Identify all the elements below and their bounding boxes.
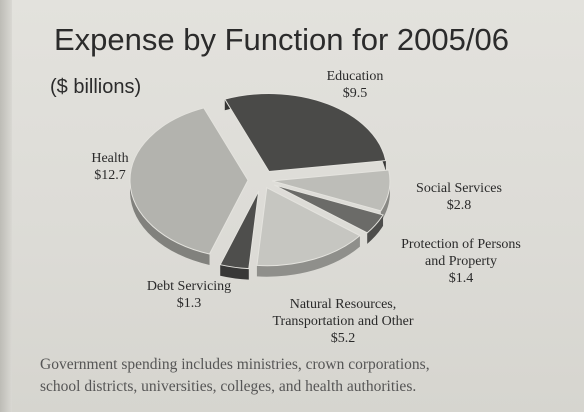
pie-slice-side-natural-resources (256, 235, 360, 277)
label-education: Education $9.5 (300, 68, 410, 102)
pie-slice-side-social-services (380, 169, 390, 222)
label-natural-resources-name-line2: Transportation and Other (272, 314, 414, 329)
label-natural-resources-value: $5.2 (330, 331, 356, 346)
pie-slice-health (129, 107, 249, 255)
label-protection-value: $1.4 (448, 271, 474, 286)
footnote-line2: school districts, universities, colleges… (40, 378, 417, 395)
pie-slice-education (224, 93, 387, 173)
label-social-services-name: Social Services (416, 181, 502, 196)
label-protection: Protection of Persons and Property $1.4 (380, 236, 542, 287)
label-social-services: Social Services $2.8 (400, 180, 518, 214)
label-natural-resources-name-line1: Natural Resources, (289, 297, 397, 312)
footnote-line1: Government spending includes ministries,… (40, 356, 430, 373)
pie-slice-debt-servicing (219, 190, 260, 270)
pie-slice-social-services (271, 169, 391, 212)
label-health: Health $12.7 (78, 150, 142, 184)
label-health-name: Health (91, 151, 129, 166)
label-debt-servicing-value: $1.3 (176, 296, 202, 311)
label-education-name: Education (326, 69, 384, 84)
label-debt-servicing-name: Debt Servicing (146, 279, 232, 294)
chart-title: Expense by Function for 2005/06 (54, 22, 509, 57)
page-edge-shadow (0, 0, 12, 412)
label-education-value: $9.5 (342, 86, 368, 101)
chart-subtitle: ($ billions) (50, 76, 142, 98)
label-health-value: $12.7 (94, 168, 126, 183)
footnote: Government spending includes ministries,… (40, 354, 560, 398)
pie-slice-natural-resources (256, 186, 361, 267)
label-protection-name-line2: and Property (425, 254, 497, 269)
pie-slice-protection (273, 184, 384, 234)
label-debt-servicing: Debt Servicing $1.3 (130, 278, 248, 312)
label-natural-resources: Natural Resources, Transportation and Ot… (248, 296, 438, 347)
pie-slice-side-protection (367, 214, 384, 244)
label-social-services-value: $2.8 (446, 198, 472, 213)
label-protection-name-line1: Protection of Persons (401, 237, 521, 252)
